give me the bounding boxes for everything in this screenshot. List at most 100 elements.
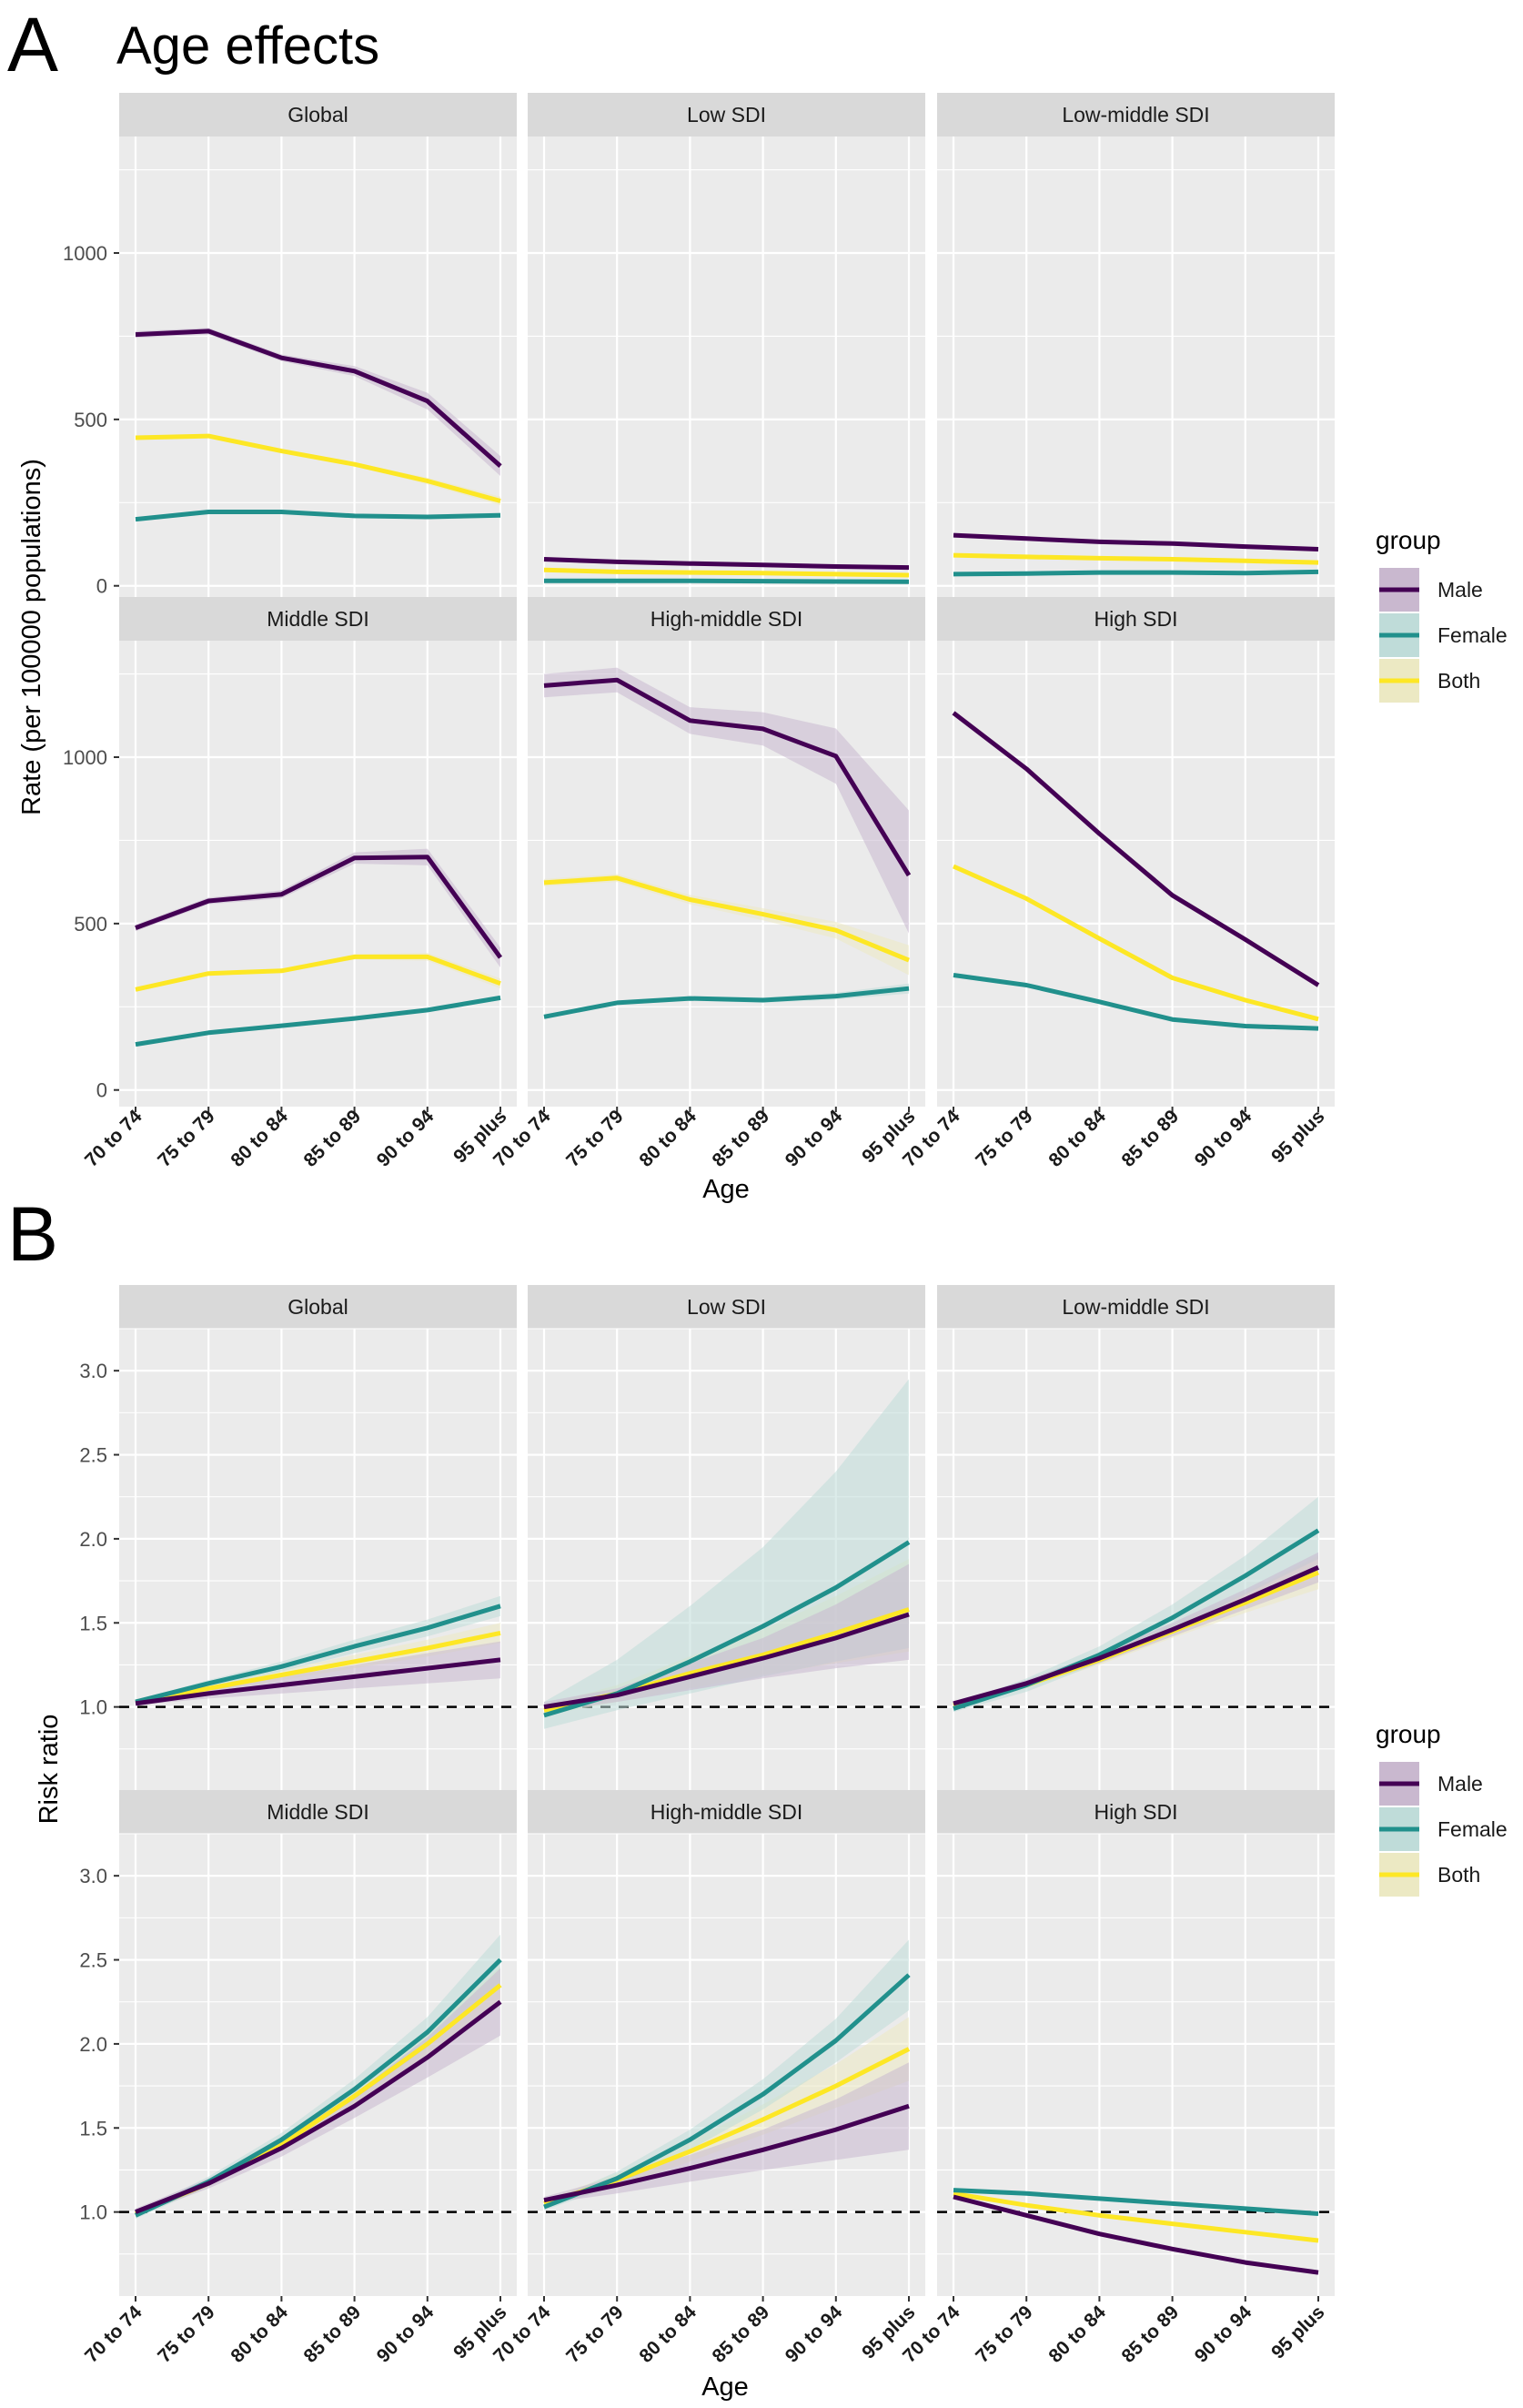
series-line-female: [953, 569, 1319, 577]
legend-b: group Male Female Both: [1376, 1720, 1508, 1897]
y-tick-label: 0: [96, 1079, 107, 1102]
facet-strip: [937, 1285, 1335, 1329]
plot-background: [937, 1834, 1335, 2296]
y-axis-title-b: Risk ratio: [35, 1715, 64, 1825]
y-tick-label: 1000: [63, 746, 107, 769]
series-line-male: [543, 677, 912, 877]
legend-label-both: Both: [1437, 1863, 1480, 1887]
facet-low-sdi: Low SDI: [528, 93, 925, 602]
series-line-female: [543, 986, 910, 1019]
legend-label-female: Female: [1437, 623, 1508, 647]
facet-strip-label: Global: [287, 103, 348, 126]
legend-title-b: group: [1376, 1720, 1441, 1748]
x-axis-title-b: Age: [701, 2373, 749, 2402]
series-line-male: [543, 2103, 910, 2203]
facet-low-sdi: Low SDI: [528, 1285, 925, 1791]
series-line-male: [135, 855, 503, 959]
series-line-both: [135, 1630, 501, 1705]
y-tick-label: 500: [74, 409, 107, 431]
y-tick-label: 1.0: [79, 1696, 107, 1719]
facet-strip-label: Middle SDI: [267, 607, 368, 631]
series-line-both: [543, 875, 910, 963]
facet-strip-label: High-middle SDI: [651, 607, 802, 631]
y-tick-label: 1000: [63, 242, 107, 265]
facet-global: Global 1.0 1.5 2.0 2.5 3.0: [79, 1285, 517, 1791]
ribbon-male: [136, 848, 500, 968]
series-line-male: [952, 711, 1320, 987]
legend-a: group Male Female Both: [1376, 526, 1508, 703]
series-line-both: [953, 552, 1319, 565]
facet-strip: [119, 1790, 517, 1834]
facet-strip-label: Low SDI: [687, 103, 766, 126]
series-line-female: [953, 2188, 1319, 2216]
y-tick-label: 2.0: [79, 2033, 107, 2056]
series-line-male: [135, 1657, 501, 1706]
y-tick-label: 1.5: [79, 2117, 107, 2140]
series-line-female: [544, 578, 910, 584]
plot-background: [119, 137, 517, 602]
facet-strip-label: Global: [287, 1295, 348, 1319]
legend-title-a: group: [1376, 526, 1441, 554]
series-line-female: [953, 973, 1319, 1031]
plot-background: [119, 1834, 517, 2296]
legend-label-male: Male: [1437, 578, 1483, 602]
chart-title-a: Age effects: [116, 16, 379, 76]
plot-background: [119, 1329, 517, 1791]
legend-item-both-a: Both: [1379, 659, 1480, 703]
series-line-female: [543, 1973, 911, 2210]
legend-item-female-a: Female: [1379, 613, 1508, 657]
series-line-female: [135, 995, 501, 1047]
x-axis-title-a: Age: [702, 1175, 750, 1204]
legend-item-female-b: Female: [1379, 1807, 1508, 1851]
plot-background: [937, 137, 1335, 602]
y-tick-label: 500: [74, 913, 107, 936]
facet-strip: [119, 93, 517, 137]
facet-low-middle-sdi: Low-middle SDI: [937, 93, 1335, 602]
y-tick-label: 1.5: [79, 1612, 107, 1634]
chart-section-b: Global 1.0 1.5 2.0 2.5 3.0 Low SDI Low-middle S…: [79, 1285, 1335, 2367]
facet-strip: [937, 93, 1335, 137]
y-tick-label: 3.0: [79, 1865, 107, 1887]
panel-letter-a: A: [7, 2, 58, 87]
chart-section-a: Global 0 500 1000 Low SDI Low-middle SDI Middl…: [63, 93, 1335, 1171]
facet-strip: [528, 1790, 925, 1834]
series-line-male: [543, 557, 910, 571]
series-line-both: [543, 567, 910, 578]
legend-label-male: Male: [1437, 1772, 1483, 1796]
facet-strip-label: High SDI: [1094, 607, 1177, 631]
series-line-female: [135, 510, 501, 522]
ribbon-male: [544, 667, 909, 934]
series-line-male: [953, 532, 1319, 551]
legend-item-male-b: Male: [1379, 1762, 1483, 1806]
facet-strip-label: Middle SDI: [267, 1800, 368, 1824]
facet-strip-label: Low-middle SDI: [1062, 1295, 1209, 1319]
series-line-both: [953, 2190, 1319, 2243]
y-tick-label: 1.0: [79, 2201, 107, 2224]
legend-item-both-b: Both: [1379, 1853, 1480, 1897]
panel-letter-b: B: [7, 1191, 58, 1277]
ribbon-female: [136, 1595, 500, 1704]
facet-strip: [937, 597, 1335, 641]
legend-item-male-a: Male: [1379, 568, 1483, 612]
legend-label-both: Both: [1437, 669, 1480, 693]
plot-background: [528, 137, 925, 602]
facet-strip: [937, 1790, 1335, 1834]
facet-strip-label: Low-middle SDI: [1062, 103, 1209, 126]
legend-label-female: Female: [1437, 1817, 1508, 1841]
facet-strip: [119, 597, 517, 641]
y-tick-label: 2.5: [79, 1949, 107, 1972]
facet-strip: [528, 93, 925, 137]
series-line-both: [952, 864, 1319, 1022]
plot-background: [937, 641, 1335, 1107]
facet-low-middle-sdi: Low-middle SDI: [937, 1285, 1335, 1791]
series-line-both: [135, 954, 501, 992]
series-line-female: [135, 1604, 501, 1705]
facet-strip-label: Low SDI: [687, 1295, 766, 1319]
facet-global: Global 0 500 1000: [63, 93, 517, 602]
